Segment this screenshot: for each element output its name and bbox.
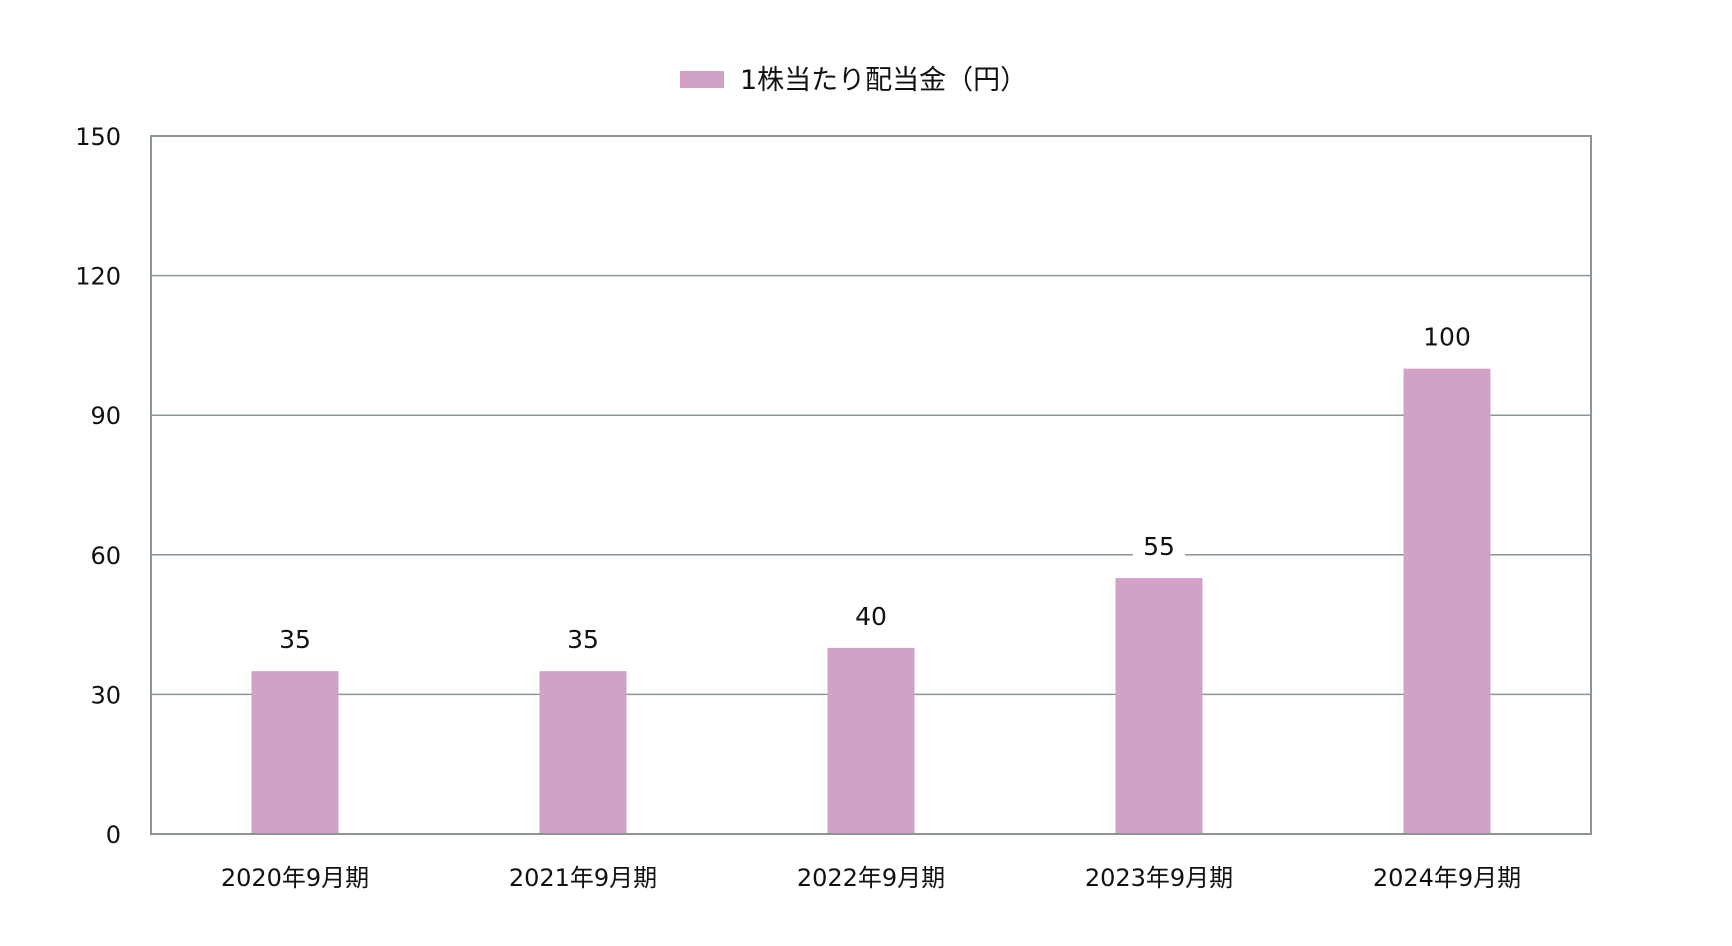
y-tick-label: 150 bbox=[75, 123, 121, 151]
data-label-backdrop bbox=[1413, 318, 1481, 353]
bar bbox=[251, 671, 339, 834]
bar bbox=[827, 647, 915, 834]
legend-swatch bbox=[680, 71, 724, 88]
data-label: 40 bbox=[855, 602, 887, 631]
legend: 1株当たり配当金（円） bbox=[680, 65, 1027, 96]
x-axis: 2020年9月期 2021年9月期 2022年9月期 2023年9月期 2024年9月期 bbox=[221, 864, 1521, 892]
data-labels: 35 35 40 55 100 bbox=[269, 318, 1481, 656]
y-tick-label: 90 bbox=[90, 402, 121, 430]
x-category-label: 2023年9月期 bbox=[1085, 864, 1233, 892]
y-tick-label: 60 bbox=[90, 542, 121, 570]
bar bbox=[539, 671, 627, 834]
data-label: 35 bbox=[279, 625, 311, 654]
data-label-backdrop bbox=[557, 621, 609, 656]
x-category-label: 2020年9月期 bbox=[221, 864, 369, 892]
legend-label: 1株当たり配当金（円） bbox=[740, 65, 1027, 96]
bar bbox=[1403, 368, 1491, 834]
y-tick-label: 0 bbox=[106, 821, 121, 849]
data-label: 35 bbox=[567, 625, 599, 654]
y-tick-label: 120 bbox=[75, 263, 121, 291]
data-label-backdrop bbox=[269, 621, 321, 656]
plot-frame bbox=[150, 135, 1592, 835]
data-label: 100 bbox=[1423, 323, 1471, 352]
x-category-label: 2021年9月期 bbox=[509, 864, 657, 892]
data-label: 55 bbox=[1143, 532, 1175, 561]
x-category-label: 2024年9月期 bbox=[1373, 864, 1521, 892]
data-label-backdrop bbox=[1133, 528, 1185, 563]
bar bbox=[1115, 578, 1203, 834]
data-label-backdrop bbox=[845, 597, 897, 632]
y-tick-label: 30 bbox=[90, 681, 121, 709]
x-category-label: 2022年9月期 bbox=[797, 864, 945, 892]
y-axis: 0 30 60 90 120 150 bbox=[75, 123, 121, 849]
bars bbox=[251, 368, 1491, 834]
